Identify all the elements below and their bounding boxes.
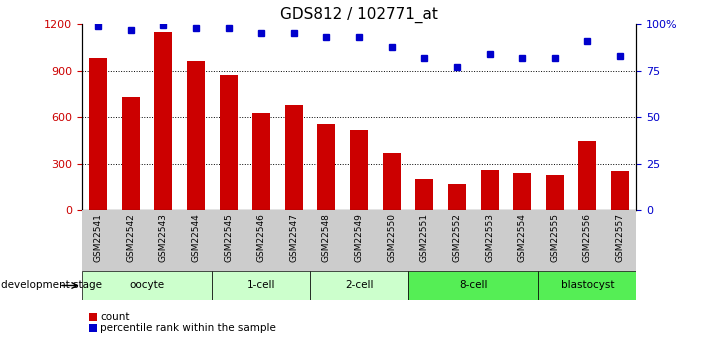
Bar (317, 124, 336, 210)
FancyBboxPatch shape (571, 210, 604, 271)
Text: GSM22546: GSM22546 (257, 214, 266, 262)
FancyBboxPatch shape (474, 210, 506, 271)
Text: GSM22548: GSM22548 (322, 214, 331, 262)
FancyBboxPatch shape (245, 210, 277, 271)
Text: GSM22547: GSM22547 (289, 214, 299, 262)
Text: GSM22555: GSM22555 (550, 214, 560, 263)
Text: GSM22541: GSM22541 (94, 214, 102, 262)
FancyBboxPatch shape (213, 210, 245, 271)
Bar (154, 32, 172, 210)
FancyBboxPatch shape (310, 271, 408, 300)
Bar (513, 173, 531, 210)
FancyBboxPatch shape (310, 210, 343, 271)
Text: GSM22549: GSM22549 (355, 214, 363, 262)
Text: GSM22544: GSM22544 (191, 214, 201, 262)
FancyBboxPatch shape (180, 210, 213, 271)
Text: GSM22545: GSM22545 (224, 214, 233, 262)
Text: GSM22556: GSM22556 (583, 214, 592, 263)
Text: GSM22553: GSM22553 (485, 214, 494, 263)
Text: oocyte: oocyte (129, 280, 164, 290)
Bar (122, 97, 139, 210)
Text: 2-cell: 2-cell (345, 280, 373, 290)
Text: GSM22542: GSM22542 (126, 214, 135, 262)
Bar (187, 61, 205, 210)
FancyBboxPatch shape (604, 210, 636, 271)
FancyBboxPatch shape (408, 271, 538, 300)
Bar (383, 153, 401, 210)
Text: GSM22557: GSM22557 (616, 214, 624, 263)
FancyBboxPatch shape (277, 210, 310, 271)
Bar (415, 179, 433, 210)
Text: 8-cell: 8-cell (459, 280, 488, 290)
FancyBboxPatch shape (506, 210, 538, 271)
Bar (448, 184, 466, 210)
Text: GSM22550: GSM22550 (387, 214, 396, 263)
Bar (350, 130, 368, 210)
Text: GSM22551: GSM22551 (419, 214, 429, 263)
FancyBboxPatch shape (375, 210, 408, 271)
Bar (579, 141, 597, 210)
FancyBboxPatch shape (343, 210, 375, 271)
Text: percentile rank within the sample: percentile rank within the sample (100, 323, 276, 333)
Bar (611, 171, 629, 210)
FancyBboxPatch shape (408, 210, 441, 271)
Text: GSM22552: GSM22552 (452, 214, 461, 262)
FancyBboxPatch shape (147, 210, 180, 271)
Text: count: count (100, 312, 129, 322)
Text: GSM22554: GSM22554 (518, 214, 527, 262)
FancyBboxPatch shape (441, 210, 474, 271)
Bar (252, 112, 270, 210)
Text: GSM22543: GSM22543 (159, 214, 168, 262)
Title: GDS812 / 102771_at: GDS812 / 102771_at (280, 7, 438, 23)
Bar (546, 175, 564, 210)
Bar (89, 58, 107, 210)
Text: blastocyst: blastocyst (561, 280, 614, 290)
FancyBboxPatch shape (538, 210, 571, 271)
FancyBboxPatch shape (213, 271, 310, 300)
FancyBboxPatch shape (538, 271, 636, 300)
Bar (220, 75, 237, 210)
FancyBboxPatch shape (82, 210, 114, 271)
Bar (481, 170, 498, 210)
Text: 1-cell: 1-cell (247, 280, 275, 290)
Text: development stage: development stage (1, 280, 102, 290)
FancyBboxPatch shape (114, 210, 147, 271)
FancyBboxPatch shape (82, 271, 213, 300)
Bar (285, 105, 303, 210)
